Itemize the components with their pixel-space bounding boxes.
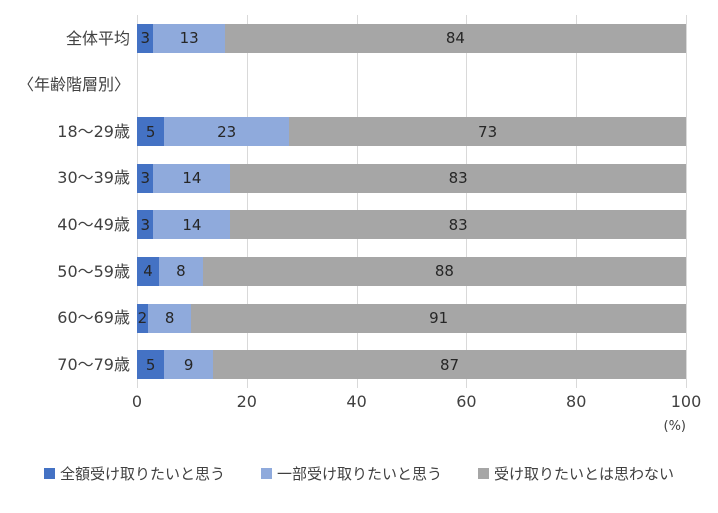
segment-value: 8: [164, 309, 175, 328]
segment-value: 14: [182, 215, 202, 234]
stacked-bar: 2 8 91: [137, 303, 686, 333]
bar-segment: 83: [230, 210, 686, 240]
segment-value: 87: [440, 355, 460, 374]
stacked-bar: 5 9 87: [137, 350, 687, 380]
bar-segment: 4: [137, 256, 159, 286]
category-label: 18〜29歳: [57, 121, 130, 141]
bar-segment: 2: [137, 303, 148, 333]
stacked-bar: 3 14 83: [137, 210, 686, 240]
unit-label: (%): [663, 419, 687, 434]
chart-rows: 全体平均 3 13 84 〈年齢階層別〉 18〜29歳 5 23 73 30〜39歳 3 14 83 40…: [0, 15, 687, 388]
group-label: 〈年齢階層別〉: [17, 75, 130, 95]
x-tick-label: 0: [131, 392, 143, 411]
gridline: [466, 15, 468, 388]
bar-segment: 5: [137, 117, 165, 147]
legend-label: 受け取りたいとは思わない: [494, 465, 675, 483]
bar-segment: 8: [158, 256, 203, 286]
gridline-layer: [137, 15, 687, 388]
table-row: 全体平均 3 13 84: [0, 15, 686, 62]
table-row: 30〜39歳 3 14 83: [0, 155, 686, 202]
segment-value: 73: [478, 122, 498, 141]
table-row: 50〜59歳 4 8 88: [0, 248, 686, 295]
bar-segment: 3: [137, 23, 154, 53]
segment-value: 9: [183, 355, 194, 374]
x-tick-label: 40: [346, 392, 367, 411]
segment-value: 13: [179, 29, 199, 48]
bar-segment: 5: [137, 350, 165, 380]
legend: 全額受け取りたいと思う 一部受け取りたいと思う 受け取りたいとは思わない: [0, 463, 718, 484]
bar-segment: 14: [153, 210, 231, 240]
category-label: 全体平均: [65, 28, 130, 48]
segment-value: 2: [137, 309, 148, 328]
legend-item: 全額受け取りたいと思う: [43, 463, 225, 484]
gridline: [356, 15, 358, 388]
x-tick-label: 80: [566, 392, 587, 411]
segment-value: 23: [217, 122, 237, 141]
segment-value: 84: [445, 29, 465, 48]
bar-segment: 73: [289, 117, 686, 147]
group-label-row: 〈年齢階層別〉: [0, 62, 686, 109]
x-tick-label: 100: [670, 392, 702, 411]
bar-segment: 8: [147, 303, 192, 333]
bar-segment: 87: [213, 350, 687, 380]
bar-segment: 13: [153, 23, 225, 53]
segment-value: 5: [145, 122, 156, 141]
segment-value: 3: [140, 215, 150, 234]
gridline: [686, 15, 687, 388]
bar-segment: 91: [191, 303, 686, 333]
category-label: 50〜59歳: [57, 261, 130, 281]
stacked-bar: 4 8 88: [137, 256, 686, 286]
legend-swatch: [478, 468, 489, 479]
bar-segment: 3: [137, 210, 154, 240]
stacked-bar: 3 14 83: [137, 163, 686, 193]
x-axis: 0 20 40 60 80 100: [132, 392, 701, 412]
bar-segment: 23: [164, 117, 290, 147]
category-label: 30〜39歳: [57, 168, 130, 188]
gridline: [576, 15, 578, 388]
legend-item: 受け取りたいとは思わない: [478, 463, 674, 484]
segment-value: 4: [143, 262, 153, 281]
category-label: 60〜69歳: [57, 308, 130, 328]
segment-value: 3: [140, 29, 150, 48]
table-row: 70〜79歳 5 9 87: [0, 341, 687, 388]
legend-label: 一部受け取りたいと思う: [276, 465, 442, 483]
bar-segment: 88: [202, 256, 686, 286]
segment-value: 83: [448, 169, 468, 188]
legend-item: 一部受け取りたいと思う: [260, 463, 442, 484]
segment-value: 83: [448, 215, 468, 234]
stacked-bar: 5 23 73: [137, 117, 686, 147]
bar-segment: 84: [224, 23, 686, 53]
x-tick-label: 20: [236, 392, 257, 411]
table-row: 40〜49歳 3 14 83: [0, 202, 686, 249]
table-row: 18〜29歳 5 23 73: [0, 108, 686, 155]
table-row: 60〜69歳 2 8 91: [0, 295, 686, 342]
segment-value: 5: [145, 355, 156, 374]
bar-segment: 3: [137, 163, 154, 193]
legend-label: 全額受け取りたいと思う: [59, 465, 225, 483]
bar-segment: 14: [153, 163, 231, 193]
segment-value: 8: [176, 262, 186, 281]
legend-swatch: [260, 468, 272, 479]
x-tick-label: 60: [456, 392, 477, 411]
category-label: 70〜79歳: [57, 354, 130, 374]
bar-segment: 83: [230, 163, 686, 193]
legend-swatch: [43, 468, 55, 479]
bar-segment: 9: [164, 350, 214, 380]
segment-value: 14: [182, 169, 202, 188]
segment-value: 91: [429, 309, 449, 328]
segment-value: 3: [140, 169, 150, 188]
category-label: 40〜49歳: [57, 215, 130, 235]
stacked-bar: 3 13 84: [137, 23, 686, 53]
segment-value: 88: [434, 262, 454, 281]
gridline: [137, 15, 138, 388]
gridline: [246, 15, 248, 388]
